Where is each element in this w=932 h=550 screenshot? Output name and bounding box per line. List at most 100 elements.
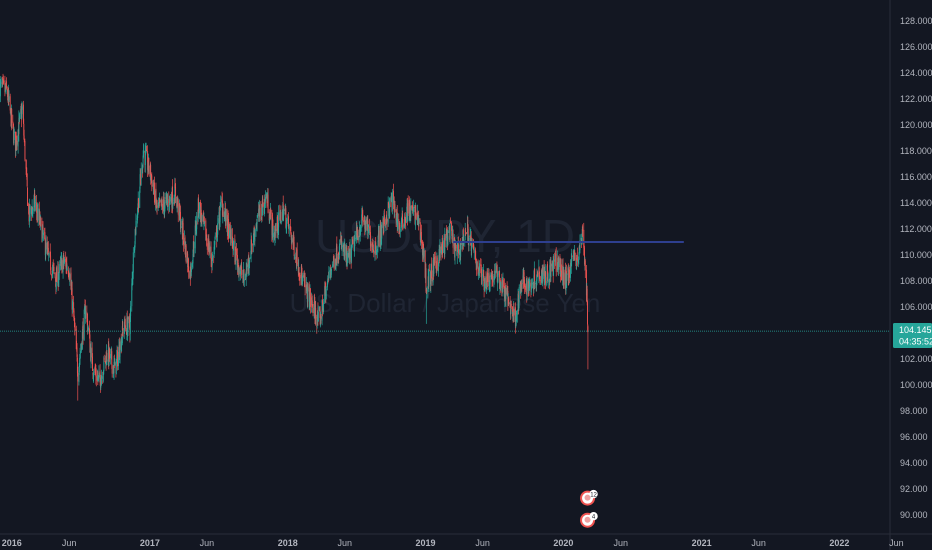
candles-layer[interactable] [0,73,589,401]
candle-body [132,270,134,280]
candle-body [155,189,157,201]
candle-body [50,255,52,271]
candle-body [183,240,184,245]
candle-body [427,286,429,293]
time-axis[interactable]: 2016 Jun 2017 Jun 2018 Jun 2019 Jun 2020 Jun 2021 J… [0,533,932,548]
candle-body [127,327,129,337]
candle-body [153,182,155,203]
candle-body [69,274,71,280]
time-tick-label: Jun [889,538,904,548]
candle-body [531,285,533,289]
candle-body [118,351,120,367]
candle-body [161,203,163,210]
candle-body [83,309,85,341]
price-tick-label: 94.000 [900,458,928,468]
candle-body [38,208,40,221]
price-axis[interactable]: 90.000 92.000 94.000 96.000 98.000 100.000 102… [889,0,932,550]
candle-body [222,210,224,217]
candle-body [464,229,466,241]
candle-body [489,275,491,285]
candle-body [583,229,585,248]
candle-body [142,165,144,170]
candle-body [256,225,258,227]
candle-body [360,227,362,233]
candle-body [111,351,113,365]
candle-body [147,150,149,171]
candle-body [143,150,145,152]
candle-body [304,276,306,288]
candle-body [169,197,171,202]
candle-body [133,248,135,252]
candle-body [156,200,158,209]
candle-body [585,269,587,296]
candle-body [172,202,174,206]
event-badge[interactable]: 4 [580,512,598,528]
candle-body [514,307,516,326]
candle-body [47,248,49,252]
overlays-layer[interactable] [0,241,890,332]
candle-body [77,372,79,382]
event-count-label: 4 [592,515,596,521]
candle-body [119,357,121,360]
candle-body [541,270,542,283]
candle-body [283,209,285,211]
candle-body [253,230,255,240]
candle-body [151,175,153,187]
candle-body [394,204,396,212]
time-tick-label: 2017 [140,538,160,548]
candle-body [235,250,237,266]
candle-body [225,208,227,222]
candle-body [122,328,124,332]
candle-body [237,263,239,264]
candle-body [305,285,307,287]
candle-body [584,247,585,265]
candle-body [211,259,213,266]
candle-body [65,258,67,263]
candle-body [211,259,212,262]
candle-body [483,279,485,290]
candle-body [9,96,11,111]
candle-body [240,270,241,274]
candle-body [513,309,515,316]
candle-body [177,200,179,215]
candle-body [528,284,530,291]
candle-body [435,256,437,264]
candle-body [388,205,390,208]
candle-body [469,234,471,238]
candle-body [504,289,506,292]
candle-body [456,249,458,257]
event-badge[interactable]: 12 [580,489,598,506]
candle-body [587,326,589,332]
candle-body [174,184,176,204]
candle-body [17,129,19,147]
candle-body [99,371,101,379]
candle-body [333,255,335,260]
candle-body [281,210,283,221]
candle-body [547,264,548,274]
candle-body [136,214,138,221]
candle-body [570,260,572,267]
candle-body [571,255,573,262]
candle-body [578,256,580,258]
candle-body [263,206,265,214]
candle-body [104,360,106,362]
candle-body [312,307,314,308]
candle-body [494,270,496,274]
candle-body [348,252,349,258]
candle-body [428,270,430,271]
candle-body [442,241,443,255]
candle-body [331,268,332,272]
candle-body [22,104,24,123]
candle-body [214,235,216,240]
candle-body [309,288,311,307]
candle-body [230,229,232,246]
candle-body [249,260,251,264]
candle-body [465,233,467,234]
candle-body [544,278,545,281]
candle-body [311,296,313,300]
event-badges[interactable]: 12 4 [580,489,598,528]
candle-body [275,227,277,229]
candle-body [480,264,482,274]
